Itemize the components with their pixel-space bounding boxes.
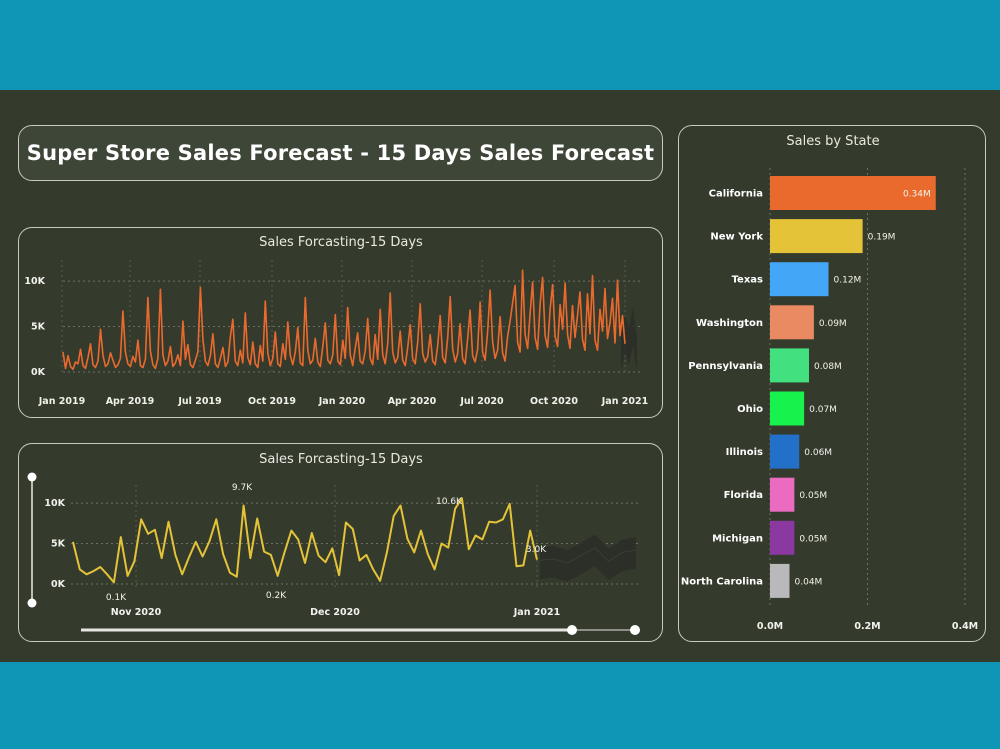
- value-label: 0.05M: [799, 534, 827, 544]
- vertical-slider-bottom-handle[interactable]: [27, 598, 37, 608]
- bar[interactable]: [770, 305, 814, 340]
- bar[interactable]: [770, 219, 863, 254]
- bar[interactable]: [770, 176, 936, 210]
- chart-title: Sales Forcasting-15 Days: [259, 452, 423, 467]
- category-label: Florida: [724, 490, 763, 501]
- sales-forecast-chart-full[interactable]: Sales Forcasting-15 Days 10K 5K 0K Jan 2019 A…: [18, 227, 663, 418]
- sales-forecast-svg-zoom: Sales Forcasting-15 Days 10K 5K 0K Nov 2020 D…: [27, 452, 640, 635]
- x-tick-label: 0.0M: [757, 621, 783, 632]
- bar[interactable]: [770, 262, 829, 297]
- y-tick-label: 0K: [51, 579, 66, 590]
- x-tick-label: Oct 2019: [248, 396, 296, 407]
- forecast-band: [540, 534, 636, 582]
- category-label: Ohio: [737, 404, 763, 415]
- x-tick-label: Dec 2020: [310, 607, 360, 618]
- value-label: 0.07M: [809, 405, 837, 415]
- dashboard-title: Super Store Sales Forecast - 15 Days Sal…: [26, 141, 655, 165]
- category-label: Illinois: [726, 447, 763, 458]
- data-label: 0.1K: [106, 593, 127, 603]
- data-label: 10.6K: [436, 497, 463, 507]
- sales-series-line: [62, 269, 626, 371]
- category-label: New York: [710, 232, 763, 243]
- vertical-slider-top-handle[interactable]: [27, 472, 37, 482]
- forecast-band: [621, 307, 637, 372]
- category-label: Michigan: [712, 533, 763, 544]
- x-tick-label: Jul 2020: [459, 396, 504, 407]
- sales-forecast-svg-full: Sales Forcasting-15 Days 10K 5K 0K Jan 2019 A…: [24, 235, 648, 407]
- x-tick-label: Jan 2021: [513, 607, 560, 618]
- value-label: 0.05M: [799, 491, 827, 501]
- data-label: 0.2K: [266, 591, 287, 601]
- category-label: North Carolina: [681, 576, 763, 587]
- chart-title: Sales Forcasting-15 Days: [259, 235, 423, 250]
- sales-by-state-svg: Sales by State 0.0M 0.2M 0.4M California 0.34…: [681, 134, 978, 632]
- x-tick-label: Jan 2020: [318, 396, 366, 407]
- value-label: 0.19M: [868, 233, 896, 243]
- sales-forecast-chart-zoom[interactable]: Sales Forcasting-15 Days 10K 5K 0K Nov 2020 D…: [18, 443, 663, 642]
- data-label: 9.7K: [232, 483, 253, 493]
- horizontal-slider-left-handle[interactable]: [567, 625, 577, 635]
- x-tick-label: Nov 2020: [111, 607, 162, 618]
- value-label: 0.08M: [814, 362, 842, 372]
- bottom-band: [0, 662, 1000, 749]
- bar[interactable]: [770, 563, 790, 598]
- category-label: Washington: [696, 318, 763, 329]
- x-tick-label: Jul 2019: [177, 396, 221, 407]
- value-label: 0.09M: [819, 319, 847, 329]
- x-tick-label: 0.4M: [952, 621, 978, 632]
- value-label: 0.12M: [834, 276, 862, 286]
- y-tick-label: 10K: [44, 498, 65, 509]
- bar[interactable]: [770, 348, 809, 383]
- category-label: Pennsylvania: [688, 361, 763, 372]
- horizontal-slider-right-handle[interactable]: [630, 625, 640, 635]
- category-label: California: [709, 189, 763, 200]
- y-tick-label: 5K: [31, 322, 46, 333]
- bar[interactable]: [770, 434, 800, 469]
- x-tick-label: Apr 2019: [106, 396, 155, 407]
- value-label: 0.04M: [795, 577, 823, 587]
- dashboard-title-card: Super Store Sales Forecast - 15 Days Sal…: [18, 125, 663, 181]
- y-tick-label: 0K: [31, 367, 46, 378]
- x-tick-label: 0.2M: [854, 621, 880, 632]
- top-band: [0, 0, 1000, 90]
- x-tick-label: Jan 2019: [38, 396, 85, 407]
- bar[interactable]: [770, 391, 805, 426]
- bar[interactable]: [770, 520, 795, 555]
- forecast-line: [539, 546, 637, 564]
- x-tick-label: Jan 2021: [601, 396, 648, 407]
- data-label: 3.0K: [526, 545, 547, 555]
- value-label: 0.34M: [903, 190, 931, 200]
- x-tick-label: Oct 2020: [530, 396, 578, 407]
- value-label: 0.06M: [804, 448, 832, 458]
- sales-series-line: [72, 497, 538, 584]
- y-tick-label: 10K: [24, 276, 45, 287]
- category-label: Texas: [732, 275, 763, 286]
- x-tick-label: Apr 2020: [388, 396, 437, 407]
- sales-by-state-chart[interactable]: Sales by State 0.0M 0.2M 0.4M California 0.34…: [678, 125, 986, 642]
- y-tick-label: 5K: [51, 539, 66, 550]
- chart-title: Sales by State: [786, 134, 879, 149]
- bar[interactable]: [770, 477, 795, 512]
